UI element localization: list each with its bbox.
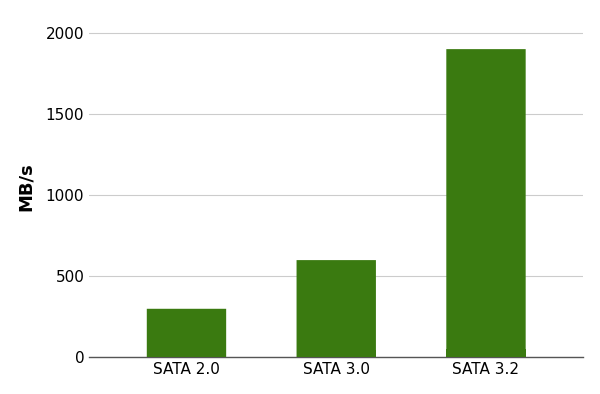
Bar — [147, 353, 226, 357]
Bar — [445, 49, 527, 357]
FancyBboxPatch shape — [446, 49, 526, 357]
Bar — [145, 309, 227, 357]
FancyBboxPatch shape — [296, 260, 376, 357]
Bar — [295, 260, 377, 357]
FancyBboxPatch shape — [147, 309, 226, 357]
Bar — [296, 350, 376, 357]
Bar — [446, 349, 526, 357]
Y-axis label: MB/s: MB/s — [17, 163, 35, 212]
